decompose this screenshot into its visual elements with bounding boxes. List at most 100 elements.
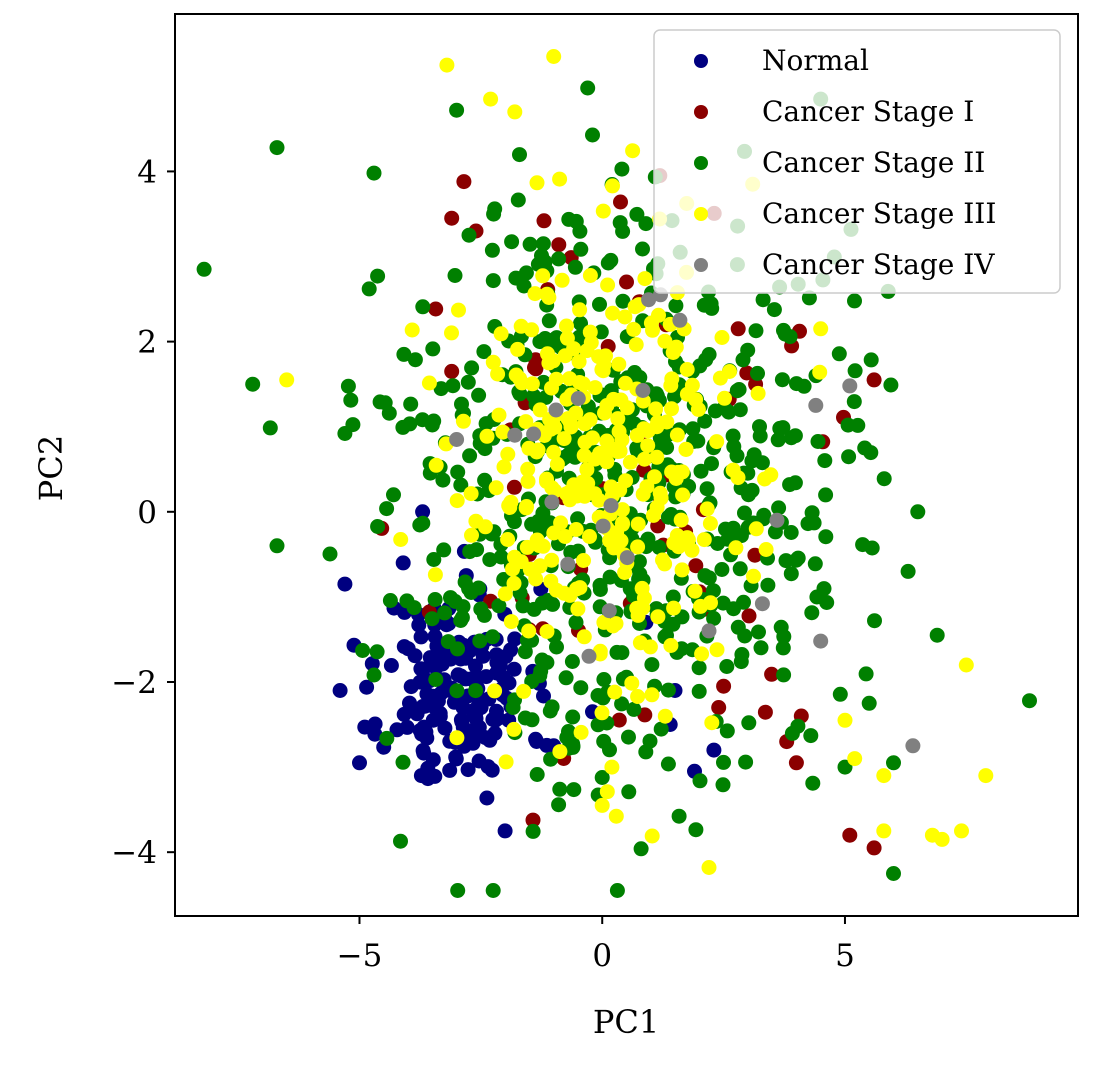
data-point xyxy=(582,412,598,428)
data-point xyxy=(701,623,717,639)
data-point xyxy=(669,427,685,443)
data-point xyxy=(657,708,673,724)
data-point xyxy=(772,420,788,436)
data-point xyxy=(744,482,760,498)
x-tick-label: 5 xyxy=(835,938,855,974)
data-point xyxy=(673,512,689,528)
data-point xyxy=(666,600,682,616)
data-point xyxy=(580,80,596,96)
data-point xyxy=(755,292,771,308)
data-point xyxy=(747,547,763,563)
data-point xyxy=(525,812,541,828)
data-point xyxy=(693,463,709,479)
data-point xyxy=(359,679,375,695)
data-point xyxy=(748,521,764,537)
y-tick-label: −2 xyxy=(111,665,157,701)
data-point xyxy=(679,362,695,377)
data-point xyxy=(396,346,412,362)
data-point xyxy=(642,733,658,749)
data-point xyxy=(364,656,380,672)
plot-frame xyxy=(174,13,1079,917)
data-point xyxy=(582,268,598,283)
data-point xyxy=(684,542,700,558)
data-point xyxy=(428,672,444,687)
data-point xyxy=(629,427,645,443)
data-point xyxy=(407,648,423,664)
data-point xyxy=(477,441,493,457)
data-point xyxy=(529,444,545,460)
data-point xyxy=(468,658,483,674)
data-point xyxy=(544,552,560,568)
data-point xyxy=(449,730,465,746)
data-point xyxy=(847,293,862,309)
data-point xyxy=(697,413,713,429)
data-point xyxy=(491,598,507,614)
data-point xyxy=(497,586,513,602)
data-point xyxy=(741,715,757,731)
data-point xyxy=(366,667,382,683)
data-point xyxy=(605,305,621,321)
data-point xyxy=(678,442,694,457)
data-point xyxy=(876,471,892,487)
data-point xyxy=(726,601,741,617)
data-point xyxy=(594,705,610,721)
data-point xyxy=(450,883,466,898)
data-point xyxy=(883,377,899,393)
data-point xyxy=(621,784,637,800)
data-point xyxy=(487,201,503,217)
legend: Normal Cancer Stage I Cancer Stage II Cance… xyxy=(653,29,1061,294)
data-point xyxy=(446,694,462,710)
data-point xyxy=(633,841,649,857)
data-point xyxy=(524,376,540,392)
data-point xyxy=(425,341,441,357)
data-point xyxy=(453,613,469,628)
data-point xyxy=(571,354,587,370)
data-point xyxy=(769,512,785,528)
data-point xyxy=(564,654,580,669)
data-point xyxy=(748,323,764,339)
data-point xyxy=(615,293,631,309)
data-point xyxy=(668,471,684,486)
data-point xyxy=(403,396,419,412)
data-point xyxy=(846,394,862,410)
data-point xyxy=(506,479,522,495)
data-point xyxy=(685,421,701,437)
data-point xyxy=(716,678,732,694)
data-point xyxy=(491,407,507,423)
data-point xyxy=(609,883,625,898)
data-point xyxy=(464,360,480,376)
data-point xyxy=(539,473,554,489)
data-point xyxy=(366,165,382,181)
data-point xyxy=(978,768,994,784)
data-point xyxy=(592,582,608,597)
data-point xyxy=(867,613,882,629)
data-point xyxy=(817,453,833,469)
data-point xyxy=(551,251,567,267)
data-point xyxy=(585,127,600,143)
data-point xyxy=(370,268,386,284)
data-point xyxy=(461,227,477,243)
data-point xyxy=(740,342,756,358)
data-point xyxy=(910,504,926,520)
data-point xyxy=(428,457,444,473)
data-point xyxy=(866,372,882,388)
data-point xyxy=(520,461,536,477)
legend-marker xyxy=(694,207,708,221)
data-point xyxy=(450,641,465,657)
data-point xyxy=(245,376,261,392)
data-point xyxy=(518,414,534,430)
data-point xyxy=(506,661,522,677)
data-point xyxy=(818,529,834,545)
data-point xyxy=(426,552,442,567)
data-point xyxy=(734,647,750,662)
data-point xyxy=(541,313,557,329)
data-point xyxy=(841,449,857,465)
data-point xyxy=(626,321,642,337)
data-point xyxy=(698,352,714,368)
data-point xyxy=(529,175,545,191)
data-point xyxy=(644,687,660,703)
data-point xyxy=(497,823,513,839)
data-point xyxy=(488,480,504,496)
data-point xyxy=(576,553,591,568)
data-point xyxy=(485,273,501,289)
